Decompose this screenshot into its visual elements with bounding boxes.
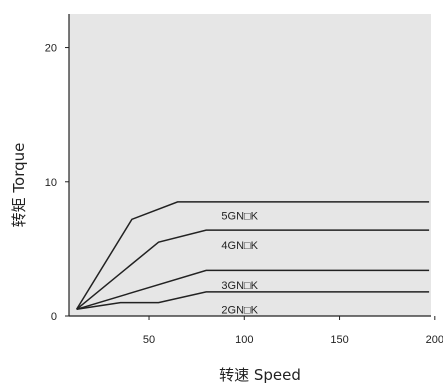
x-tick-label: 100: [235, 334, 253, 346]
x-tick-label: 50: [143, 334, 155, 346]
y-tick-label: 10: [45, 177, 57, 189]
tick-group: 50 100 150 200 0 10 20: [45, 43, 443, 346]
series-label: 2GN□K: [221, 304, 258, 316]
series-line: [76, 291, 430, 311]
series-group: 5GN□K 4GN□K 3GN□K 2GN□K: [75, 201, 430, 316]
series-line: [75, 201, 430, 310]
y-tick-label: 0: [51, 311, 57, 323]
y-axis-title: 转矩 Torque: [10, 143, 28, 228]
series-line: [76, 229, 430, 310]
series-label: 4GN□K: [221, 240, 258, 252]
x-tick-label: 150: [330, 334, 348, 346]
series-label: 5GN□K: [221, 210, 258, 222]
x-tick-label: 200: [426, 334, 443, 346]
x-axis-title: 转速 Speed: [219, 366, 301, 384]
series-line: [76, 269, 430, 311]
y-tick-label: 20: [45, 43, 57, 55]
series-label: 3GN□K: [221, 280, 258, 292]
